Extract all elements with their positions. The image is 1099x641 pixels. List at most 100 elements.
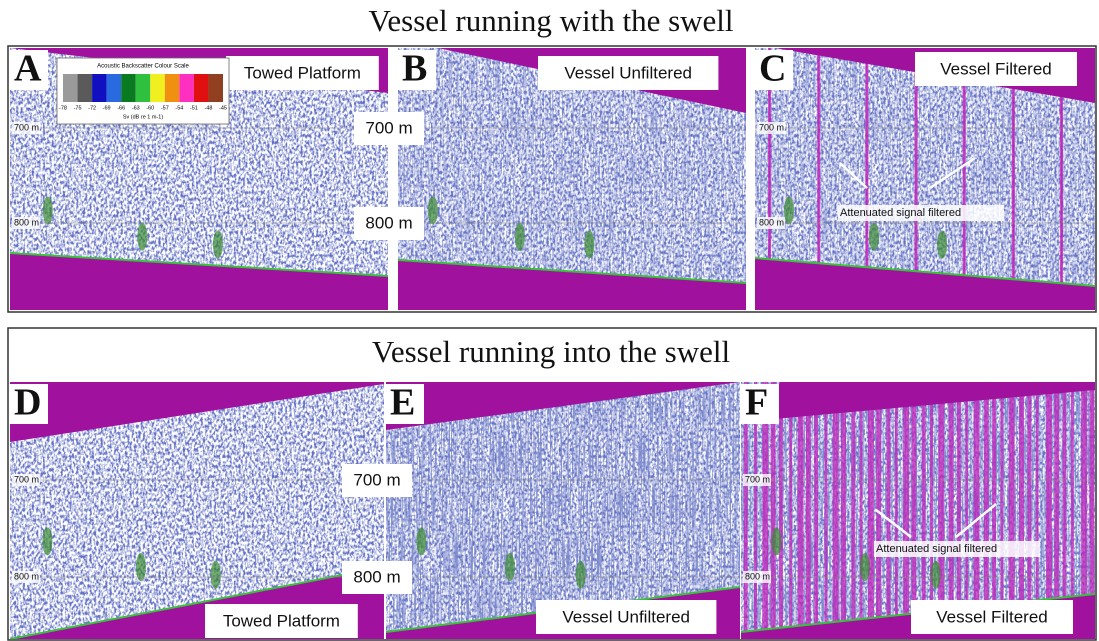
scale-tick: -78 — [59, 105, 67, 111]
echogram-panel: F Vessel Filtered 700 m 800 m Attenuated sig… — [741, 382, 1095, 639]
echogram — [741, 382, 1095, 639]
school — [212, 230, 223, 259]
filtered-stripe — [762, 382, 769, 639]
scale-unit: Sv (dB re 1 m-1) — [123, 114, 164, 120]
seabed — [398, 260, 746, 310]
seabed — [755, 258, 1095, 310]
filtered-stripe — [778, 382, 783, 639]
filtered-stripe — [789, 382, 793, 639]
filtered-stripe — [914, 48, 917, 310]
depth-label-bg — [12, 474, 40, 486]
depth-label-bg — [354, 207, 424, 240]
filtered-stripe — [1059, 48, 1062, 310]
depth-label-bg — [757, 122, 785, 134]
filtered-stripe — [962, 48, 965, 310]
scale-swatch — [121, 74, 136, 102]
filtered-stripe — [814, 382, 819, 639]
panel-letter: C — [759, 48, 786, 90]
depth-label-bg — [12, 571, 40, 583]
filtered-stripe — [1081, 382, 1088, 639]
filtered-stripe — [1012, 48, 1015, 310]
annotation: Attenuated signal filtered — [876, 543, 997, 555]
seabed-line — [10, 566, 384, 639]
panel-letter: A — [14, 48, 42, 90]
filtered-stripe — [1054, 382, 1060, 639]
seabed — [10, 253, 388, 310]
panel-letter: B — [402, 48, 427, 90]
filtered-stripe — [1000, 382, 1004, 639]
scale-tick: -72 — [88, 105, 96, 111]
filtered-stripe — [818, 48, 821, 310]
filtered-stripe — [992, 382, 997, 639]
panel-label: Vessel Unfiltered — [564, 63, 692, 82]
annotation-bg — [838, 205, 1004, 221]
letter-bg — [398, 50, 436, 90]
depth-label: 800 m — [14, 217, 39, 227]
section-title: Vessel running with the swell — [368, 3, 733, 38]
panel-letter: E — [390, 382, 415, 424]
scale-tick: -63 — [132, 105, 140, 111]
school — [784, 196, 794, 225]
filtered-stripe — [865, 48, 868, 310]
filtered-stripe — [817, 48, 820, 310]
depth-label-bg — [757, 217, 785, 229]
scale-swatch — [150, 74, 165, 102]
filtered-stripe — [930, 382, 933, 639]
scale-tick: -69 — [103, 105, 111, 111]
school — [42, 527, 53, 556]
filtered-stripe — [915, 48, 918, 310]
depth-label: 800 m — [759, 217, 784, 227]
scale-tick: -66 — [117, 105, 125, 111]
colour-scale: Acoustic Backscatter Colour Scale-78 -75-… — [56, 57, 230, 125]
filtered-stripe — [1061, 48, 1063, 310]
filtered-stripe — [956, 382, 961, 639]
filtered-stripe — [1011, 48, 1014, 310]
filtered-stripe — [903, 382, 910, 639]
depth-label-bg — [743, 571, 771, 583]
echogram-panel: D Towed Platform 700 m 800 m — [10, 382, 384, 639]
school — [930, 560, 941, 589]
depth-label: 800 m — [745, 571, 770, 581]
school — [859, 553, 870, 582]
scale-tick: -51 — [190, 105, 198, 111]
letter-bg — [10, 50, 48, 90]
echogram — [398, 48, 746, 310]
school — [137, 222, 148, 251]
filtered-stripe — [965, 382, 969, 639]
filtered-stripe — [973, 382, 980, 639]
annotation-arrow — [875, 509, 912, 538]
label-bg — [536, 600, 717, 634]
filtered-stripe — [911, 382, 917, 639]
label-bg — [205, 604, 358, 638]
depth-label-bg — [354, 112, 424, 145]
seabed-line — [755, 257, 1095, 287]
depth-label: 800 m — [14, 571, 39, 581]
school — [504, 553, 515, 582]
section-frame — [7, 45, 1097, 313]
scale-tick: -75 — [74, 105, 82, 111]
no-data-top — [10, 382, 384, 442]
scale-tick: -54 — [175, 105, 183, 111]
filtered-stripe — [832, 382, 839, 639]
depth-label: 800 m — [365, 213, 412, 232]
filtered-stripe — [797, 382, 804, 639]
school — [514, 222, 525, 251]
scale-swatch — [92, 74, 107, 102]
annotation-bg — [874, 541, 1040, 557]
panel-label: Vessel Unfiltered — [562, 607, 690, 626]
section-frame — [7, 327, 1097, 641]
depth-label: 800 m — [353, 567, 400, 586]
filtered-stripe — [824, 382, 828, 639]
scale-swatch — [106, 74, 122, 102]
filtered-stripe — [921, 382, 926, 639]
letter-bg — [741, 384, 779, 424]
filtered-stripe — [867, 382, 874, 639]
school — [771, 527, 782, 556]
school — [210, 560, 221, 589]
depth-label: 700 m — [759, 122, 784, 132]
depth-label-bg — [12, 217, 40, 229]
scale-swatch — [77, 74, 93, 102]
filtered-stripe — [1070, 382, 1074, 639]
school — [416, 527, 427, 556]
